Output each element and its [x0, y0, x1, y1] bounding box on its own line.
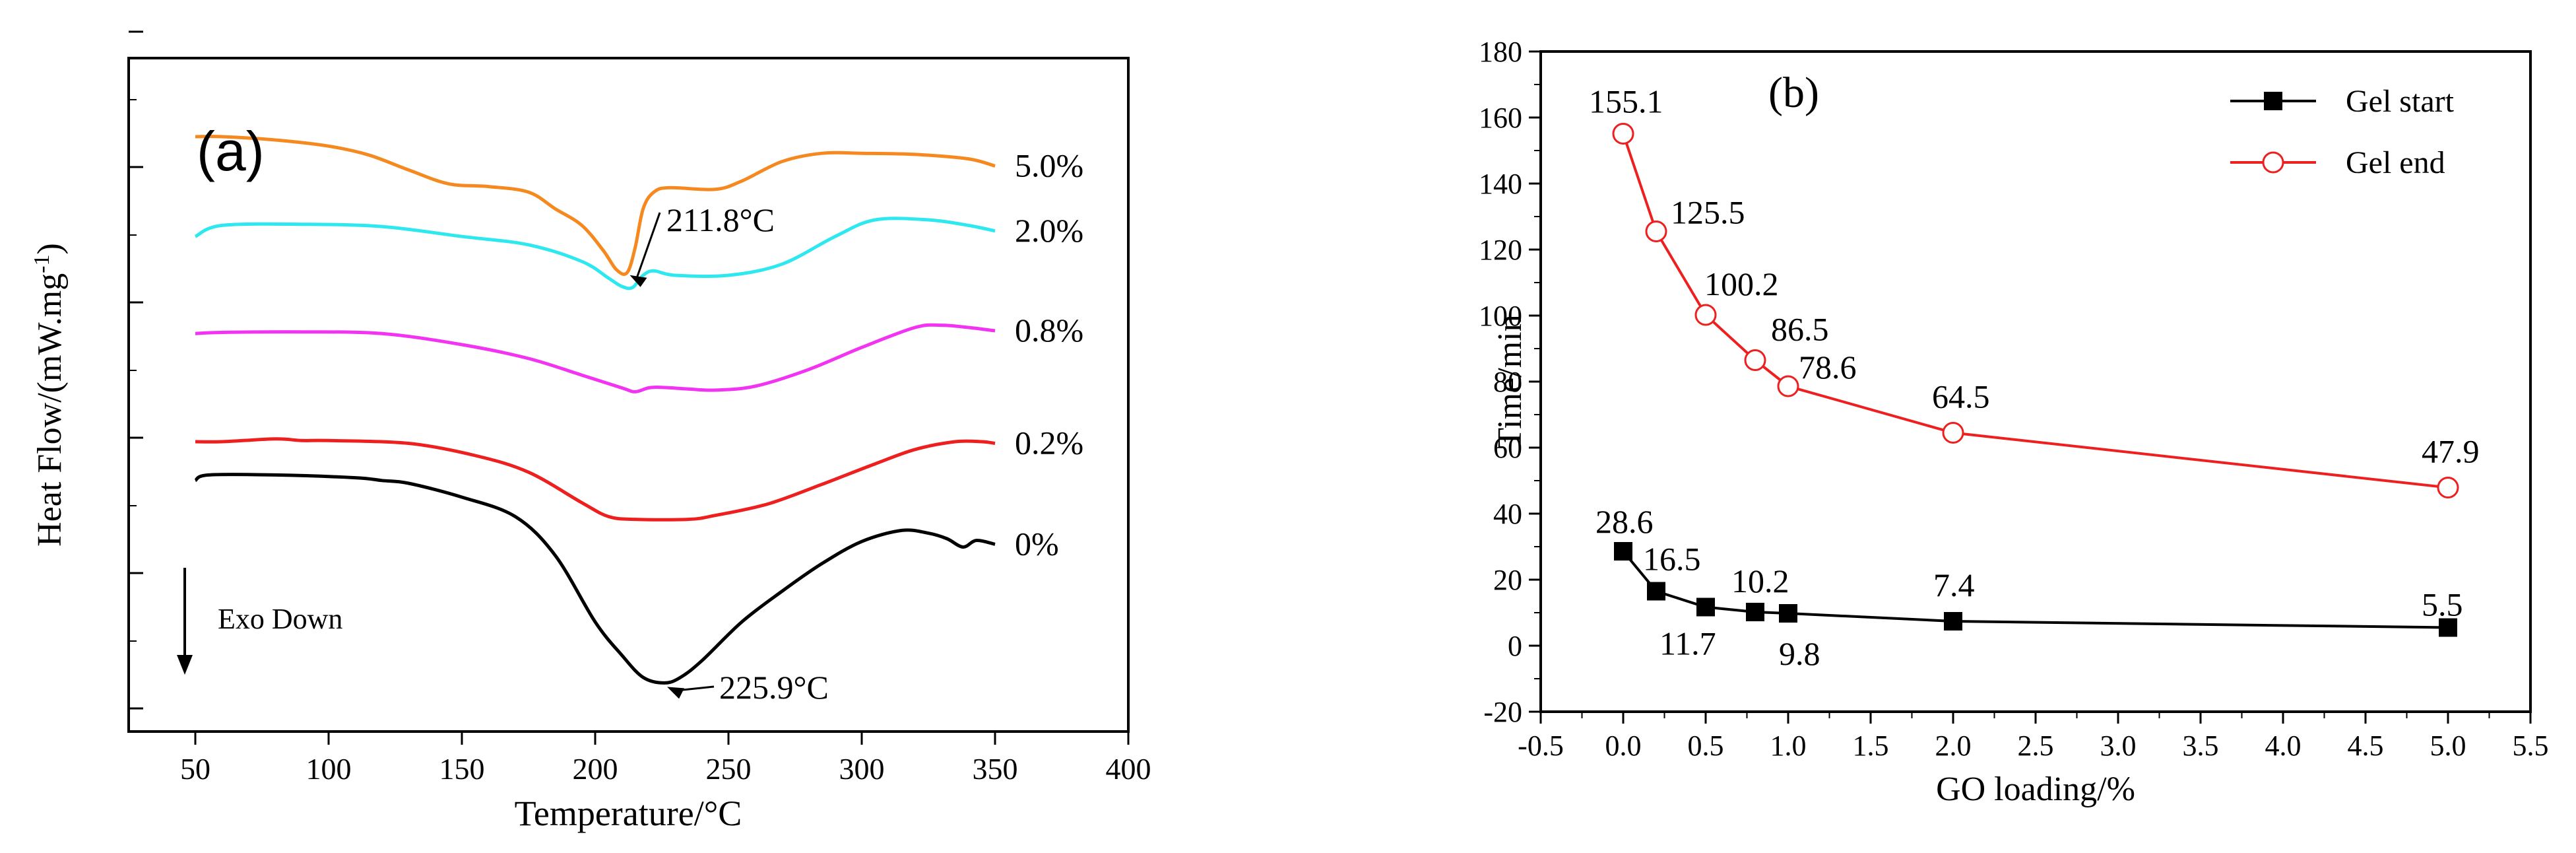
panel-a-xtick-label: 300	[839, 752, 885, 786]
panel-b-data-label: 7.4	[1933, 566, 1975, 603]
panel-a-xtick-label: 350	[973, 752, 1018, 786]
panel-a-series-label: 0.8%	[1015, 312, 1083, 349]
panel-b-point-gel-end	[1645, 221, 1667, 242]
panel-a-xtick-label: 200	[573, 752, 618, 786]
panel-b-data-label: 86.5	[1771, 311, 1829, 348]
panel-b-xtick-label: -0.5	[1518, 730, 1564, 762]
panel-b-point-gel-end	[1694, 304, 1717, 326]
panel-b-point-gel-end	[2437, 477, 2459, 498]
panel-b-ytick-label: 0	[1508, 630, 1522, 662]
panel-a-exo-label: Exo Down	[218, 603, 342, 635]
panel-b-xtick-label: 1.5	[1853, 730, 1889, 762]
panel-b-ytick-label: 80	[1493, 366, 1522, 398]
panel-a-series-label: 0.2%	[1015, 425, 1083, 461]
panel-a-xtick-label: 150	[439, 752, 485, 786]
panel-b-point-gel-start	[1746, 603, 1764, 621]
panel-a-ylabel: Heat Flow/(mW.mg-1)	[30, 243, 69, 547]
panel-a-series-label: 5.0%	[1015, 147, 1083, 184]
panel-b-data-label: 100.2	[1704, 265, 1779, 302]
panel-b-point-gel-start	[2439, 618, 2457, 637]
panel-b-ytick-label: 20	[1493, 564, 1522, 596]
panel-a-series-label: 0%	[1015, 525, 1059, 562]
panel-b-xtick-label: 4.0	[2265, 730, 2302, 762]
panel-b-xtick-label: 1.0	[1770, 730, 1807, 762]
panel-b-point-gel-end	[1777, 375, 1799, 397]
panel-b-point-gel-start	[1614, 542, 1632, 561]
panel-b-point-gel-end	[1744, 349, 1766, 371]
panel-b-ytick-label: 60	[1493, 432, 1522, 464]
panel-b-xtick-label: 0.5	[1688, 730, 1724, 762]
legend-marker	[2262, 151, 2284, 174]
panel-a-peak-arrow	[635, 212, 661, 280]
panel-b-ytick-label: 140	[1479, 168, 1522, 200]
panel-a-series-line	[195, 135, 996, 276]
panel-b-data-label: 28.6	[1595, 503, 1654, 540]
panel-b-xtick-label: 0.0	[1605, 730, 1642, 762]
panel-a-dsc-chart: 5.0% 2.0% 0.8% 0.2% 0% 50 100 150 200 250 300 350 4…	[30, 30, 1151, 833]
panel-a-xtick-label: 100	[306, 752, 352, 786]
panel-b-data-label: 47.9	[2422, 433, 2480, 470]
panel-a-series-line	[195, 323, 996, 393]
panel-a-xtick-label: 250	[706, 752, 752, 786]
panel-b-point-gel-start	[1944, 612, 1962, 631]
panel-a-label: (a)	[197, 120, 265, 182]
panel-b-legend: Gel start Gel end	[2230, 84, 2455, 180]
panel-a-peak-label: 211.8°C	[666, 201, 775, 238]
panel-b-data-label: 125.5	[1671, 194, 1745, 231]
panel-a-ylabel-main: Heat Flow/(mW.mg	[31, 273, 69, 547]
panel-a-ylabel-sup: -1	[30, 254, 54, 273]
panel-b-xtick-label: 3.5	[2183, 730, 2219, 762]
panel-b-data-label: 5.5	[2422, 586, 2463, 623]
panel-b-ylabel: Time/min	[1491, 314, 1529, 448]
panel-b-ytick-label: 120	[1479, 234, 1522, 266]
panel-b-data-label: 9.8	[1779, 635, 1820, 672]
panel-a-exo-arrowhead	[177, 655, 193, 675]
panel-b-point-gel-start	[1647, 582, 1665, 601]
panel-b-point-gel-end	[1612, 123, 1634, 145]
panel-b-ytick-label: 40	[1493, 498, 1522, 530]
panel-b-ytick-label: -20	[1483, 696, 1522, 728]
panel-b-point-gel-end	[1942, 422, 1964, 444]
panel-a-xlabel: Temperature/°C	[515, 794, 742, 833]
panel-a-series-label: 2.0%	[1015, 212, 1083, 249]
panel-b-data-label: 64.5	[1932, 378, 1990, 415]
panel-b-xtick-label: 5.5	[2513, 730, 2549, 762]
panel-b-data-label: 16.5	[1643, 541, 1701, 578]
panel-a-series-line	[195, 437, 996, 522]
legend-marker	[2264, 92, 2282, 110]
panel-a-ylabel-close: )	[31, 243, 69, 254]
panel-b-gel-time-chart: 28.616.5 11.7 10.2 9.8 7.4 5.5 155.1 125.5 100.2…	[1479, 36, 2549, 808]
panel-b-data-label: 10.2	[1731, 563, 1789, 599]
panel-b-xtick-label: 2.5	[2018, 730, 2054, 762]
panel-b-ytick-label: 180	[1479, 36, 1522, 68]
panel-a-peak-arrowhead	[629, 275, 647, 287]
panel-b-data-label: 78.6	[1799, 349, 1857, 386]
panel-b-xtick-label: 3.0	[2100, 730, 2137, 762]
panel-a-peak-label: 225.9°C	[719, 669, 829, 706]
panel-a-xtick-label: 50	[180, 752, 210, 786]
panel-b-data-label: 155.1	[1589, 83, 1663, 120]
panel-b-xtick-label: 5.0	[2430, 730, 2466, 762]
panel-b-xtick-label: 2.0	[1935, 730, 1972, 762]
panel-b-data-label: 11.7	[1659, 625, 1716, 662]
panel-a-series-line	[194, 473, 996, 685]
panel-b-ytick-label: 100	[1479, 300, 1522, 332]
panel-a-peak-arrowhead	[667, 687, 685, 699]
panel-a-xtick-label: 400	[1106, 752, 1151, 786]
panel-b-xlabel: GO loading/%	[1936, 770, 2135, 808]
panel-b-xtick-label: 4.5	[2348, 730, 2384, 762]
panel-b-label: (b)	[1768, 69, 1819, 117]
legend-label: Gel start	[2346, 84, 2455, 119]
panel-b-ytick-label: 160	[1479, 102, 1522, 134]
panel-a-series-line	[194, 217, 996, 290]
panel-b-point-gel-start	[1779, 604, 1797, 623]
panel-a-frame	[127, 57, 1130, 733]
legend-label: Gel end	[2346, 145, 2445, 180]
panel-b-point-gel-start	[1696, 597, 1715, 617]
